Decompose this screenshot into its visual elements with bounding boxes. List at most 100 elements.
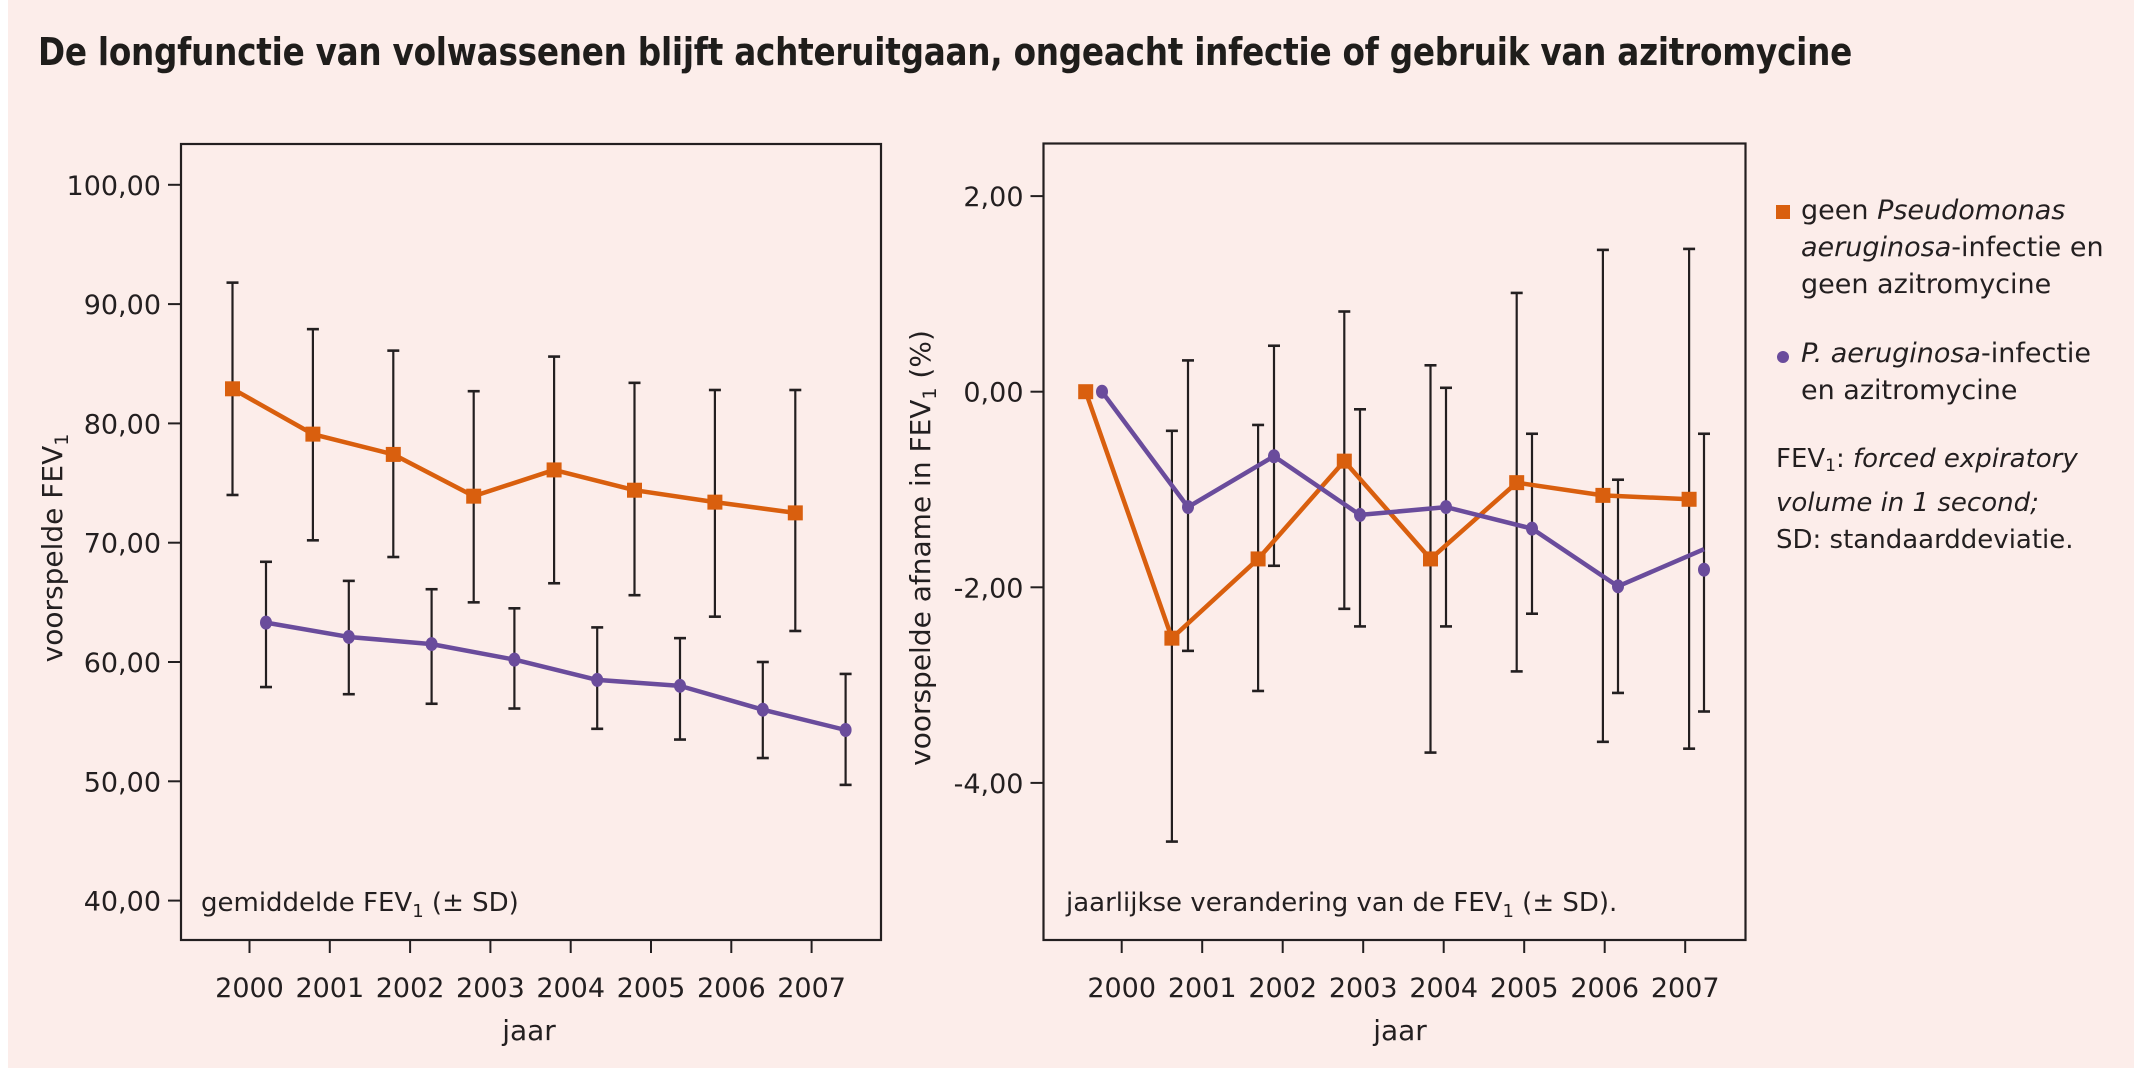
y-axis: 2,00 0,00 -2,00 -4,00 [954, 182, 1044, 800]
data-point-square [1336, 453, 1352, 469]
data-point-square [225, 381, 240, 397]
plot-frame [179, 142, 883, 942]
series-infection-azithromycin [260, 560, 852, 787]
data-point-dot [1526, 521, 1538, 536]
data-point-dot [508, 652, 521, 667]
x-tick-label: 2003 [1329, 973, 1398, 1004]
data-point-square [305, 426, 321, 442]
x-tick-label: 2006 [1570, 973, 1639, 1004]
y-tick-label: 70,00 [84, 529, 161, 560]
x-tick-label: 2005 [1490, 973, 1559, 1004]
y-tick-label: 2,00 [963, 182, 1023, 213]
series-line [1100, 390, 1705, 589]
series-line [265, 620, 847, 733]
y-tick-label: 50,00 [84, 767, 161, 798]
x-axis-title: jaar [1372, 1014, 1427, 1047]
x-tick-label: 2001 [1168, 973, 1237, 1004]
data-point-dot [1612, 579, 1624, 594]
legend-item-no-infection: geen Pseudomonas aeruginosa-infectie en … [1776, 192, 2126, 303]
y-axis-title: voorspelde afname in FEV1 (%) [904, 330, 941, 766]
series-group [1078, 247, 1710, 843]
data-point-square [1681, 491, 1697, 507]
data-point-dot [1440, 500, 1452, 515]
legend: geen Pseudomonas aeruginosa-infectie en … [1776, 192, 2126, 559]
figure-title: De longfunctie van volwassenen blijft ac… [38, 30, 1853, 74]
legend-item-infection-azithromycin: P. aeruginosa-infectie en azitromycine [1776, 335, 2126, 409]
footnote-abbr: FEV [1776, 444, 1826, 474]
x-tick-label: 2007 [777, 973, 846, 1004]
x-tick-label: 2007 [1651, 973, 1720, 1004]
x-tick-label: 2006 [697, 973, 766, 1004]
data-point-dot [674, 678, 686, 693]
data-point-dot [342, 629, 355, 644]
y-tick-label: -4,00 [954, 769, 1024, 800]
data-point-dot [425, 637, 438, 652]
data-point-square [787, 505, 803, 521]
inset-label-sub: 1 [1502, 901, 1513, 922]
inset-label-main: jaarlijkse verandering van de FEV [1065, 888, 1503, 918]
x-tick-label: 2001 [295, 973, 364, 1004]
data-point-dot [1268, 449, 1280, 464]
data-point-dot [1354, 507, 1366, 522]
y-tick-label: 90,00 [84, 290, 161, 321]
x-tick-label: 2003 [456, 973, 525, 1004]
x-axis-title: jaar [501, 1014, 556, 1047]
x-tick-label: 2002 [1248, 973, 1317, 1004]
inset-label: gemiddelde FEV1 (± SD) [201, 888, 519, 922]
data-point-square [466, 488, 482, 504]
data-point-dot [1698, 562, 1710, 577]
series-group [225, 281, 852, 787]
data-point-square [1423, 551, 1438, 567]
inset-label-main: gemiddelde FEV [201, 888, 412, 918]
series-line [1083, 390, 1690, 641]
figure-panel [8, 0, 2134, 1068]
x-tick-label: 2000 [1087, 973, 1156, 1004]
series-line [231, 386, 796, 516]
square-marker-icon [1776, 205, 1790, 219]
y-axis-title-main: voorspelde afname in FEV [904, 400, 937, 766]
y-tick-label: -2,00 [954, 573, 1024, 604]
chart-mean-fev1: 40,00 50,00 60,00 70,00 80,00 90,00 100,00 200… [36, 142, 883, 1047]
data-point-square [1595, 487, 1611, 503]
legend-text-italic: P. aeruginosa [1801, 338, 1981, 369]
data-point-square [546, 462, 562, 478]
legend-text: -infectie en geen azitromycine [1801, 232, 2104, 300]
data-point-dot [591, 672, 604, 687]
y-axis-title-main: voorspelde FEV [36, 446, 69, 663]
y-tick-label: 80,00 [84, 409, 161, 440]
chart-annual-change-fev1: 2,000,00-2,00-4,00 2000 2001 2002 2003 2004 2… [904, 142, 1747, 1047]
dot-marker-icon [1777, 351, 1789, 363]
x-tick-label: 2004 [536, 973, 605, 1004]
data-point-square [1078, 384, 1094, 400]
data-point-square [1250, 551, 1266, 567]
data-point-square [1509, 475, 1525, 491]
x-tick-label: 2002 [376, 973, 445, 1004]
data-point-square [707, 494, 723, 510]
inset-label-suffix: (± SD) [424, 888, 519, 918]
footnote-colon: : [1836, 444, 1854, 474]
data-point-square [385, 446, 401, 462]
data-point-dot [260, 615, 272, 630]
y-tick-label: 0,00 [963, 378, 1023, 409]
inset-label: jaarlijkse verandering van de FEV1 (± SD… [1065, 888, 1617, 922]
plot-frame [1042, 142, 1747, 942]
series-no-infection [1165, 247, 1696, 843]
series-no-infection [226, 281, 802, 633]
legend-label: geen Pseudomonas aeruginosa-infectie en … [1801, 195, 2104, 300]
footnote-sd: SD: standaarddeviatie. [1776, 525, 2074, 555]
footnote-definition: forced expiratory volume in 1 second; [1776, 444, 2078, 518]
legend-text: -infectie en azitromycine [1801, 338, 2092, 406]
x-axis: 2000 2001 2002 2003 2004 2005 2006 2007 [1087, 940, 1720, 1004]
data-point-square [627, 482, 642, 498]
legend-label: P. aeruginosa-infectie en azitromycine [1801, 338, 2091, 406]
series-infection-azithromycin [1182, 344, 1710, 713]
x-tick-label: 2005 [617, 973, 686, 1004]
y-axis-title-sub: 1 [919, 387, 941, 399]
x-tick-label: 2000 [215, 973, 284, 1004]
data-point-dot [1182, 500, 1194, 515]
footnote-abbr-sub: 1 [1825, 456, 1836, 476]
data-point-square [1164, 630, 1180, 646]
y-tick-label: 40,00 [84, 887, 161, 918]
y-axis: 40,00 50,00 60,00 70,00 80,00 90,00 100,00 [67, 171, 181, 918]
